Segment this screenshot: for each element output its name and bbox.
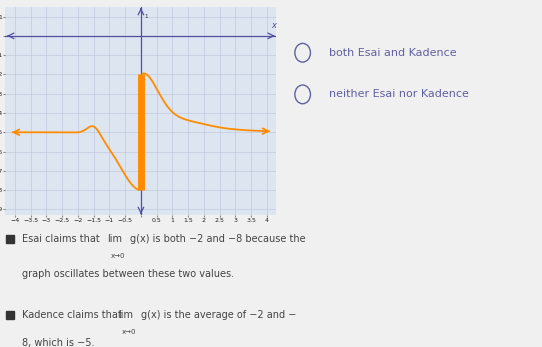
Text: graph oscillates between these two values.: graph oscillates between these two value…: [22, 270, 234, 279]
Text: both Esai and Kadence: both Esai and Kadence: [328, 48, 456, 58]
Text: Esai claims that: Esai claims that: [22, 234, 99, 244]
Text: lim: lim: [118, 310, 133, 320]
Text: x→0: x→0: [121, 330, 136, 336]
Text: g(x) is both −2 and −8 because the: g(x) is both −2 and −8 because the: [130, 234, 306, 244]
Text: 8, which is −5.: 8, which is −5.: [22, 338, 94, 347]
Text: neither Esai nor Kadence: neither Esai nor Kadence: [328, 90, 468, 99]
Text: x→0: x→0: [111, 253, 126, 259]
Text: 1: 1: [145, 14, 148, 19]
Text: Kadence claims that: Kadence claims that: [22, 310, 121, 320]
Text: x: x: [271, 21, 276, 30]
Text: lim: lim: [107, 234, 122, 244]
Text: g(x) is the average of −2 and −: g(x) is the average of −2 and −: [141, 310, 296, 320]
